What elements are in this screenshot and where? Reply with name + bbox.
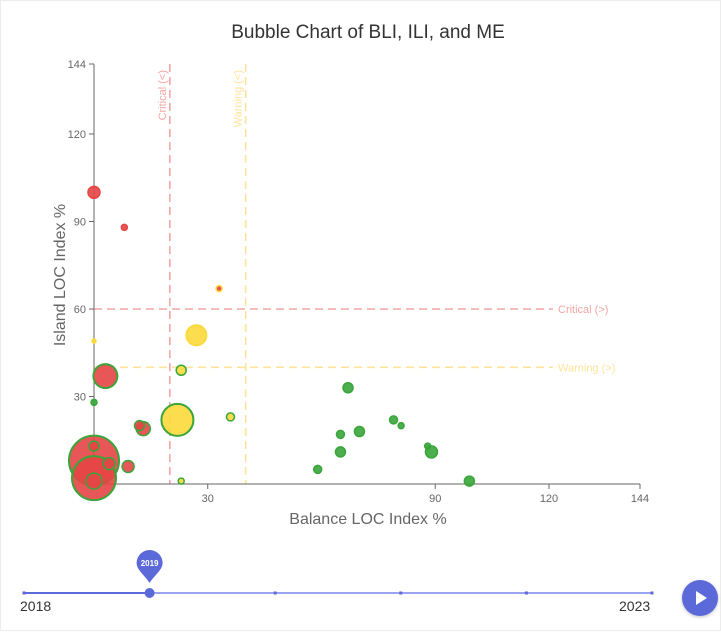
bubble-point (177, 477, 185, 485)
y-tick-label: 144 (68, 59, 86, 71)
bubble-chart: Bubble Chart of BLI, ILI, and ME Critica… (52, 22, 650, 528)
x-tick-label: 30 (202, 493, 214, 505)
timeline-tick (22, 591, 26, 595)
timeline-handle[interactable] (144, 588, 155, 598)
bubble-point (353, 425, 366, 438)
bubble-point (334, 446, 347, 458)
x-axis-label: Balance LOC Index % (289, 511, 446, 528)
bubble-point (102, 456, 116, 471)
bubble-point (225, 412, 236, 422)
timeline-tick (399, 591, 403, 595)
play-icon (696, 591, 707, 605)
chart-title: Bubble Chart of BLI, ILI, and ME (231, 22, 505, 43)
bubble-point (92, 363, 119, 390)
y-tick-label: 30 (74, 392, 86, 404)
timeline-tick (273, 591, 277, 595)
bubble-point (133, 419, 146, 432)
bubble-point (160, 402, 195, 437)
timeline-tick (524, 591, 528, 595)
bubble-point (90, 398, 98, 407)
y-tick-label: 120 (68, 129, 86, 141)
timeline-current-label: 2019 (141, 559, 159, 568)
bubble-point (423, 442, 432, 450)
timeline-start-label: 2018 (20, 598, 52, 614)
x-tick-label: 120 (540, 493, 558, 505)
timeline-end-label: 2023 (619, 598, 651, 614)
bubbles (68, 185, 476, 502)
reference-line-label: Critical (>) (558, 304, 608, 316)
x-tick-label: 144 (631, 493, 649, 505)
bubble-point (120, 223, 129, 232)
bubble-point (388, 415, 399, 425)
reference-line-label: Warning (>) (558, 362, 615, 374)
bubble-point (91, 338, 97, 344)
bubble-point (397, 421, 405, 430)
timeline[interactable]: 2019 2018 2023 (0, 548, 721, 628)
bubble-point (342, 382, 354, 394)
bubble-point (215, 284, 223, 293)
bubble-point (87, 185, 101, 200)
bubble-point (175, 364, 187, 376)
x-tick-label: 90 (429, 493, 441, 505)
bubble-point (463, 475, 476, 487)
y-axis-label: Island LOC Index % (52, 204, 69, 346)
reference-line-label: Warning (<) (233, 70, 245, 127)
axes: 30 90 120 144 30 60 90 120 144 (68, 59, 650, 505)
bubble-point (312, 464, 323, 475)
bubble-point (121, 459, 135, 474)
timeline-slider[interactable]: 2019 (0, 548, 721, 628)
y-tick-label: 60 (74, 304, 86, 316)
timeline-tick (650, 591, 654, 595)
reference-line-label: Critical (<) (157, 70, 169, 120)
bubble-point (85, 472, 103, 490)
timeline-current-marker (136, 550, 163, 583)
bubble-point (185, 324, 208, 347)
play-button[interactable] (682, 580, 718, 616)
reference-lines: Critical (<) Warning (<) Critical (>) Warni… (94, 64, 615, 484)
y-tick-label: 90 (74, 217, 86, 229)
bubble-point (88, 440, 100, 452)
bubble-point (335, 429, 346, 440)
